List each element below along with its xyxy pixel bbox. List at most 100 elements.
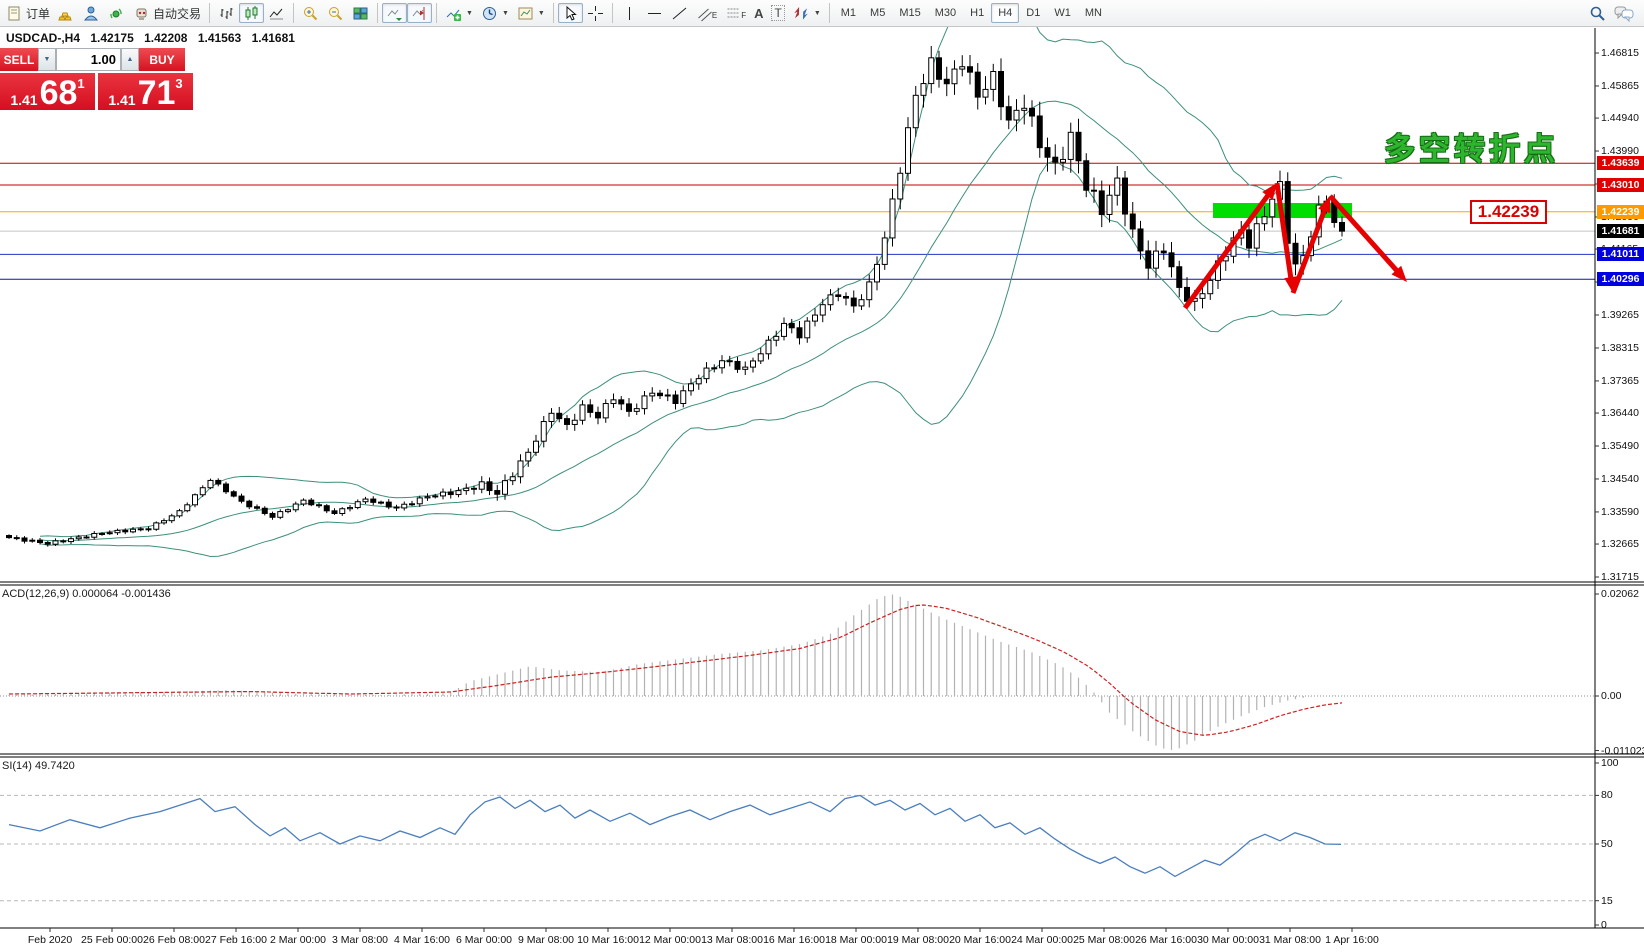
horizontal-line-tool[interactable]	[642, 3, 667, 23]
candle-body	[912, 94, 919, 129]
accounts-button[interactable]	[79, 3, 104, 23]
tile-windows-button[interactable]	[348, 3, 373, 23]
signals-button[interactable]	[104, 3, 129, 23]
candlestick-chart-button[interactable]	[239, 3, 265, 23]
trendline-tool[interactable]	[667, 3, 692, 23]
horizontal-line-icon	[647, 12, 661, 14]
candle-body	[525, 451, 532, 462]
lot-size-input[interactable]	[56, 48, 121, 71]
zoom-in-button[interactable]	[298, 3, 323, 23]
candle-body	[928, 57, 935, 85]
zoom-in-icon	[304, 6, 318, 20]
search-icon[interactable]	[1589, 5, 1606, 22]
candle-body	[990, 71, 997, 90]
candle-body	[556, 412, 563, 420]
price-tag-label[interactable]: 1.42239	[1470, 200, 1547, 224]
macd-indicator-label: ACD(12,26,9) 0.000064 -0.001436	[2, 588, 171, 600]
candle-body	[1060, 158, 1066, 163]
candle-body	[750, 360, 756, 368]
candle-body	[587, 404, 594, 413]
fibonacci-letter: F	[741, 11, 747, 20]
candle-body	[579, 404, 586, 421]
lot-decrease-button[interactable]: ▼	[38, 48, 56, 71]
buy-price-box[interactable]: 1.41 71 3	[98, 73, 193, 110]
candle-body	[83, 536, 90, 539]
chart-shift-button[interactable]	[407, 3, 433, 23]
arrows-tool[interactable]: ▼	[789, 3, 825, 23]
candle-body	[1036, 115, 1043, 149]
candle-body	[440, 491, 446, 497]
candle-body	[168, 515, 175, 522]
crosshair-tool-button[interactable]	[583, 3, 608, 23]
fibonacci-tool[interactable]: F	[721, 3, 750, 23]
candle-body	[486, 481, 493, 492]
chat-icon[interactable]	[1614, 5, 1634, 22]
tf-mn[interactable]: MN	[1084, 7, 1102, 19]
turning-point-annotation[interactable]: 多空转折点	[1384, 132, 1559, 167]
market-watch-button[interactable]	[54, 3, 79, 23]
candle-body	[230, 491, 237, 497]
toolbar-separator	[209, 3, 211, 23]
candle-body	[68, 538, 74, 543]
candle-body	[657, 392, 663, 397]
candle-body	[517, 460, 524, 478]
tf-d1[interactable]: D1	[1026, 7, 1041, 19]
trend-arrow-line[interactable]	[1290, 204, 1329, 294]
zoom-out-button[interactable]	[323, 3, 348, 23]
candle-body	[827, 294, 834, 306]
indicators-button[interactable]: ▼	[441, 3, 477, 23]
vertical-line-tool[interactable]	[617, 3, 642, 23]
clock-icon	[482, 6, 496, 20]
line-chart-button[interactable]	[264, 3, 289, 23]
tf-w1[interactable]: W1	[1054, 7, 1071, 19]
buy-button[interactable]: BUY	[139, 48, 185, 71]
tf-m30[interactable]: M30	[934, 7, 957, 19]
toolbar-separator	[377, 3, 379, 23]
candle-body	[889, 198, 896, 239]
candle-body	[261, 507, 268, 514]
toolbar-separator	[293, 3, 295, 23]
cursor-tool-button[interactable]	[557, 3, 583, 23]
red-trend-arrows[interactable]	[1182, 179, 1412, 310]
tf-m1[interactable]: M1	[840, 7, 857, 19]
tf-h1[interactable]: H1	[970, 7, 985, 19]
text-label-letter: T	[771, 5, 785, 21]
trend-arrow-line[interactable]	[1182, 189, 1274, 310]
candle-body	[192, 494, 198, 506]
periods-button[interactable]: ▼	[477, 3, 513, 23]
horizontal-level-lines[interactable]	[0, 162, 1595, 280]
cursor-icon	[566, 5, 577, 21]
new-order-button[interactable]: 订单	[2, 3, 54, 23]
templates-button[interactable]: ▼	[513, 3, 549, 23]
trend-arrow-line[interactable]	[1328, 194, 1403, 277]
candle-body	[75, 536, 82, 540]
candle-body	[819, 304, 826, 316]
auto-scroll-button[interactable]	[382, 3, 408, 23]
text-tool[interactable]: A	[750, 3, 767, 23]
text-label-tool[interactable]: T	[767, 3, 788, 23]
candle-body	[463, 487, 470, 492]
tf-m5[interactable]: M5	[870, 7, 886, 19]
one-click-trading-panel: SELL ▼ ▲ BUY 1.41 68 1 1.41 71 3	[0, 48, 193, 110]
sell-button[interactable]: SELL	[0, 48, 38, 71]
candle-body	[626, 403, 632, 412]
lot-increase-button[interactable]: ▲	[121, 48, 139, 71]
candle-body	[1261, 216, 1268, 225]
ohlc-open: 1.42175	[90, 31, 134, 45]
sell-price-box[interactable]: 1.41 68 1	[0, 73, 95, 110]
candle-body	[796, 327, 803, 339]
tf-m15[interactable]: M15	[899, 7, 921, 19]
candle-body	[804, 320, 811, 339]
bar-chart-button[interactable]	[214, 3, 239, 23]
rsi-line	[8, 794, 1342, 878]
line-chart-icon	[269, 8, 284, 19]
autotrading-button[interactable]: 自动交易	[129, 3, 205, 23]
channel-tool[interactable]: E	[692, 3, 721, 23]
tf-h4[interactable]: H4	[991, 3, 1020, 23]
candle-body	[416, 497, 423, 505]
trend-arrow-line[interactable]	[1274, 182, 1295, 284]
candle-body	[362, 498, 369, 503]
templates-dropdown-caret: ▼	[537, 9, 545, 17]
toolbar-separator	[436, 3, 438, 23]
